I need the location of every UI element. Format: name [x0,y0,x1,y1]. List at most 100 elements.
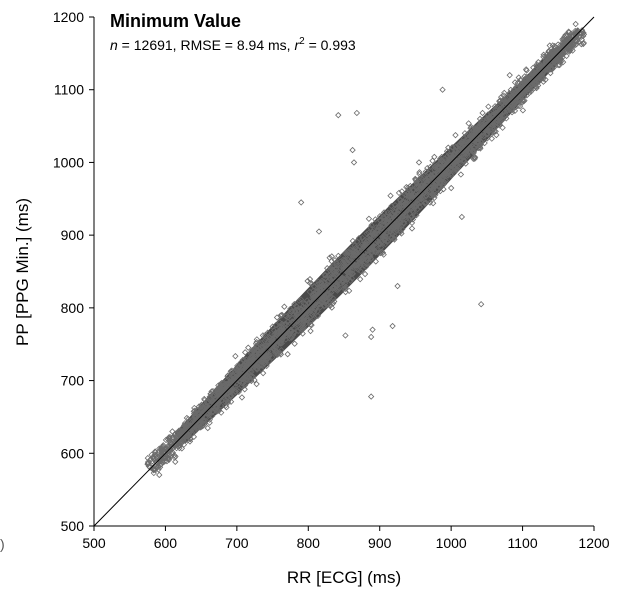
scatter-point [335,252,342,260]
scatter-point [491,103,499,110]
scatter-point [344,265,351,273]
scatter-point [422,183,429,191]
scatter-point [345,256,352,264]
scatter-point [281,303,288,310]
scatter-point [242,372,250,379]
scatter-point [404,184,412,191]
scatter-point [412,175,419,183]
scatter-point [319,298,326,306]
scatter-point [303,315,310,323]
scatter-point [286,335,293,342]
scatter-point [333,264,340,272]
scatter-point [294,313,302,320]
scatter-point [294,322,302,329]
scatter-point [299,303,306,310]
scatter-point [557,44,564,52]
scatter-point [473,139,480,146]
scatter-point [292,306,299,313]
scatter-point [151,448,159,455]
scatter-point [248,352,256,359]
scatter-point [445,165,452,173]
scatter-point [149,457,156,465]
outlier-point [415,159,423,166]
scatter-point [461,150,469,158]
scatter-point [349,259,356,267]
subtitle-n-text: = 12691, RMSE = 8.94 ms, [118,37,295,53]
scatter-point [545,48,552,56]
scatter-point [540,53,547,61]
scatter-point [545,54,553,62]
scatter-point [377,241,384,248]
chart-subtitle: n = 12691, RMSE = 8.94 ms, r2 = 0.993 [110,36,356,53]
scatter-point [362,239,369,246]
scatter-point [484,135,491,142]
scatter-point [295,297,303,304]
scatter-point [164,443,171,450]
scatter-point [311,315,318,322]
scatter-point [376,212,384,220]
scatter-point [166,437,173,444]
scatter-point [348,250,355,257]
scatter-point [213,399,220,407]
scatter-point [357,275,364,283]
scatter-point [287,326,294,333]
scatter-point [347,270,354,277]
scatter-point [463,132,471,139]
scatter-point [247,350,255,357]
scatter-point [266,357,273,365]
scatter-point [284,314,292,321]
scatter-point [246,365,253,373]
scatter-point [206,405,213,412]
scatter-point [262,351,269,358]
scatter-point [203,403,210,410]
scatter-point [221,389,228,397]
scatter-point [335,274,342,281]
scatter-point [578,27,586,34]
scatter-point [360,243,367,250]
scatter-point [503,115,510,122]
outlier-point [367,393,375,400]
scatter-point [578,41,585,48]
subtitle-r-sup: 2 [299,36,305,47]
scatter-point [458,147,465,154]
scatter-point [431,163,439,170]
scatter-point [306,279,314,287]
outlier-point [349,146,356,154]
scatter-point [419,184,426,192]
scatter-point [260,356,267,363]
scatter-point [278,320,286,328]
scatter-point [483,121,490,128]
scatter-point [341,280,349,287]
scatter-point [227,392,234,399]
scatter-point [367,255,375,263]
scatter-point [523,73,531,81]
outlier-point [389,322,396,330]
scatter-point [295,307,302,314]
scatter-point [413,182,421,190]
scatter-point [382,240,389,248]
scatter-point [565,28,572,35]
scatter-point [359,234,366,242]
axes [93,17,594,527]
scatter-point [466,141,473,148]
scatter-point [534,63,541,70]
scatter-point [150,466,158,473]
scatter-point [191,412,198,420]
scatter-point [469,147,477,155]
scatter-point [322,275,329,282]
scatter-point [492,128,499,135]
scatter-point [378,225,385,232]
x-tick-label: 1100 [508,535,538,551]
identity-line [93,16,595,527]
scatter-point [398,230,405,237]
scatter-point [159,459,167,466]
scatter-point [321,288,329,296]
scatter-point [513,87,520,95]
outlier-point [315,228,323,235]
scatter-point [245,344,252,351]
scatter-point [454,163,461,170]
scatter-point [332,286,339,293]
scatter-point [348,270,356,277]
scatter-point [479,130,487,137]
